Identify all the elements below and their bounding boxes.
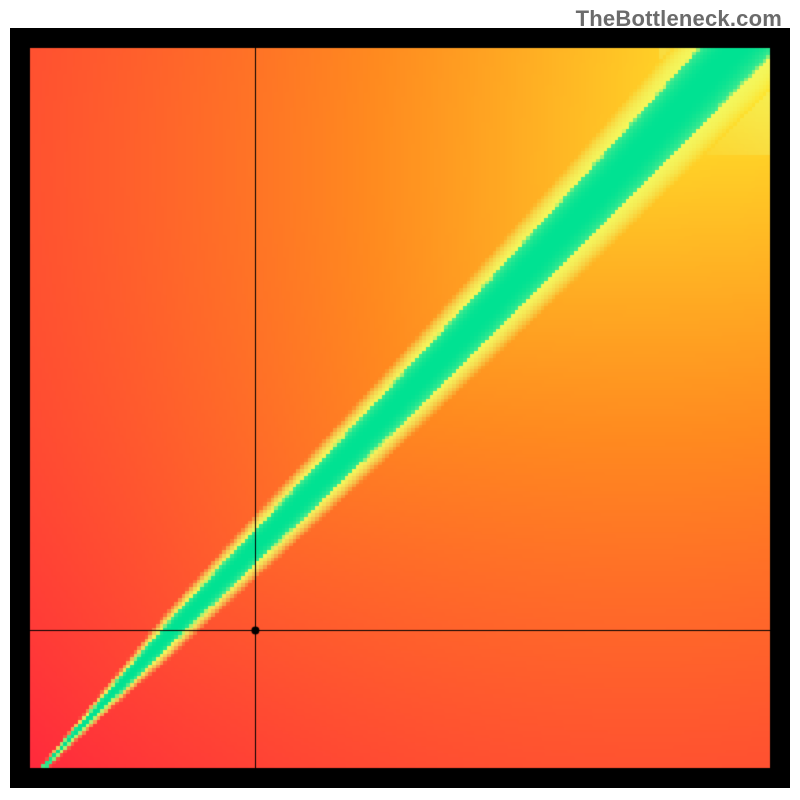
watermark-text: TheBottleneck.com xyxy=(576,6,782,32)
heatmap-canvas xyxy=(10,28,790,788)
heatmap-plot xyxy=(10,28,790,788)
chart-container: TheBottleneck.com xyxy=(0,0,800,800)
